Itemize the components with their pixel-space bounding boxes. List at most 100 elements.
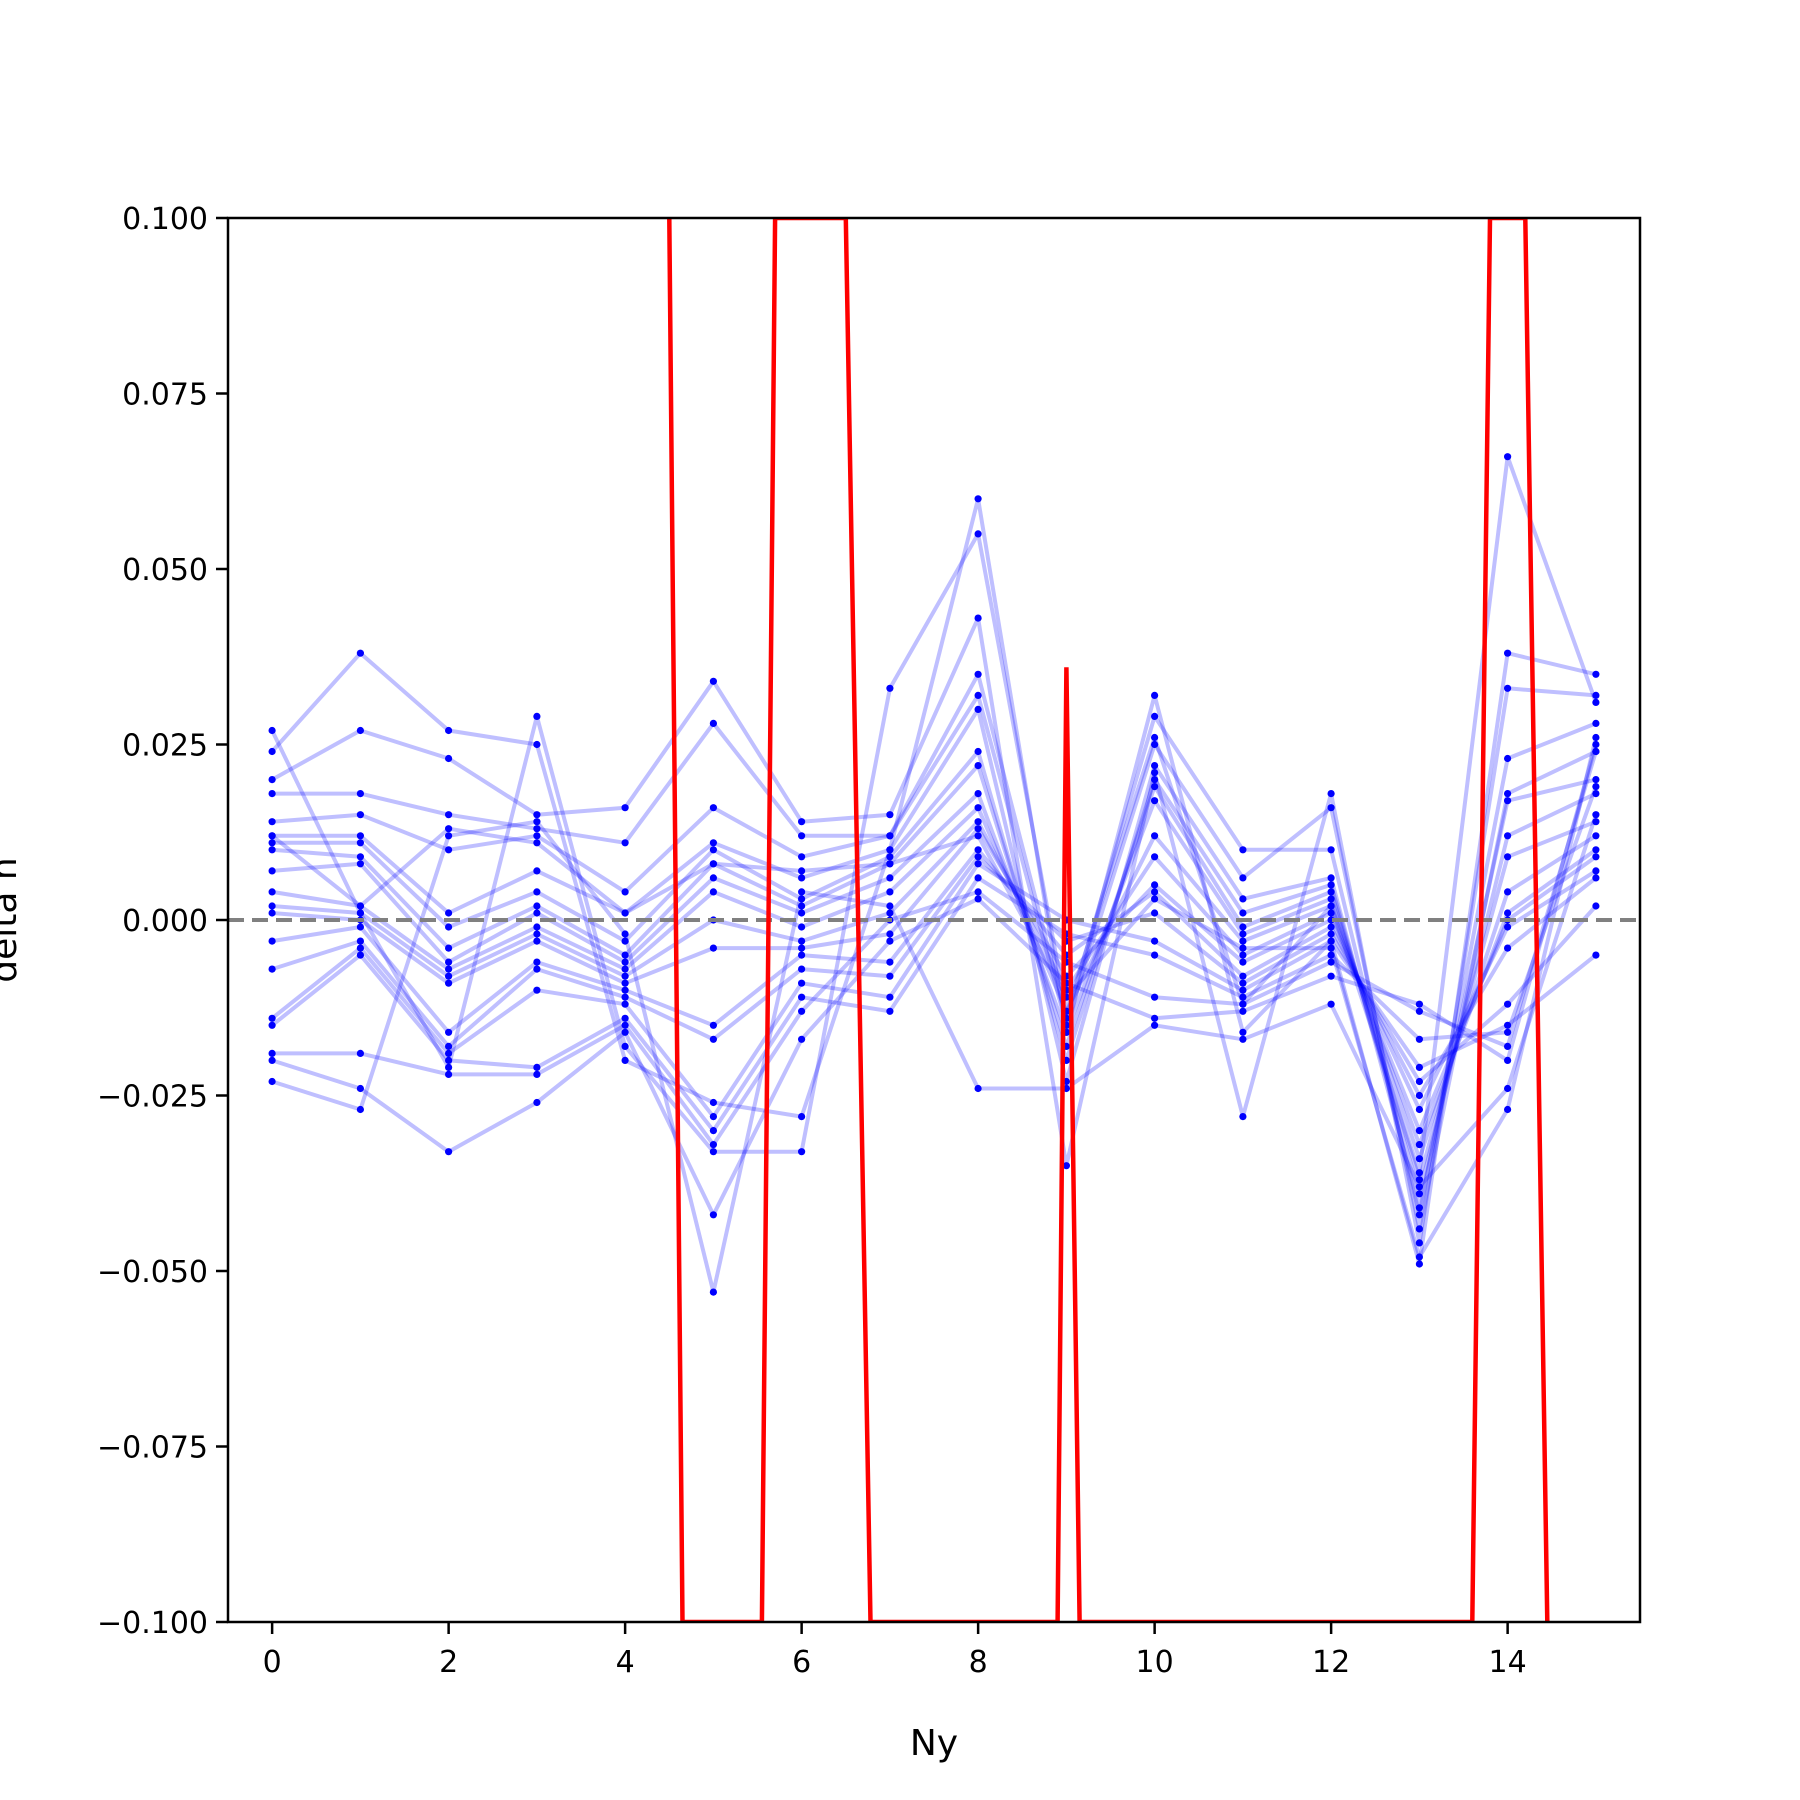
series-4-point (445, 811, 453, 819)
series-17-point (268, 1049, 276, 1057)
series-12-point (1415, 1105, 1423, 1114)
series-13-point (1592, 874, 1600, 882)
series-5-point (1239, 874, 1247, 882)
series-18-point (1327, 972, 1335, 980)
series-line-9 (271, 791, 1597, 1161)
series-19-point (1151, 1021, 1159, 1029)
series-9-point (886, 874, 894, 882)
series-16-point (1327, 951, 1335, 959)
series-15-point (1504, 1021, 1512, 1029)
series-17-point (974, 888, 982, 896)
series-13-point (268, 937, 276, 945)
series-13-point (445, 1028, 453, 1036)
x-tick-label: 0 (263, 1645, 282, 1680)
series-4-point (621, 839, 629, 847)
series-14-point (886, 972, 894, 980)
series-20-point (1592, 733, 1600, 742)
series-19-point (445, 832, 453, 840)
series-line-8 (271, 763, 1597, 1182)
series-1-point (445, 1063, 453, 1071)
series-7-point (356, 839, 364, 847)
series-15-point (356, 944, 364, 952)
series-13-point (1239, 972, 1247, 980)
series-14-point (974, 853, 982, 861)
series-17-point (445, 1070, 453, 1078)
series-8-point (356, 853, 364, 861)
series-15-point (533, 986, 541, 994)
y-tick-label: 0.000 (122, 904, 208, 939)
series-2-point (1592, 670, 1600, 678)
series-line-20 (270, 737, 1598, 1259)
series-14-point (1151, 909, 1159, 917)
series-20-point (1327, 944, 1335, 952)
series-9-point (974, 790, 982, 798)
series-10-point (1327, 902, 1335, 910)
series-line-6 (272, 707, 1597, 1210)
series-19-point (709, 1288, 718, 1296)
series-10-point (886, 888, 894, 896)
series-17-point (533, 1070, 541, 1078)
x-tick-label: 12 (1312, 1645, 1350, 1680)
series-7-point (533, 888, 541, 896)
series-2-point (533, 740, 541, 749)
series-3-point (798, 818, 806, 826)
series-7-point (1151, 776, 1159, 784)
series-3-point (1151, 769, 1159, 777)
series-line-5 (271, 693, 1597, 1231)
series-1-point (974, 530, 982, 538)
series-16-point (1504, 1028, 1512, 1036)
series-3-point (445, 754, 453, 763)
series-18-point (798, 1035, 806, 1043)
series-12-point (974, 825, 982, 833)
series-9-point (1504, 888, 1512, 896)
series-5-point (533, 832, 541, 840)
series-7-point (709, 846, 718, 854)
series-3-point (886, 811, 894, 819)
series-16-point (445, 1056, 453, 1064)
series-12-point (1504, 923, 1512, 931)
series-16-point (709, 1127, 718, 1135)
series-7-point (268, 839, 276, 847)
series-11-point (1592, 853, 1600, 861)
series-8-point (974, 762, 982, 770)
series-7-point (445, 923, 453, 931)
x-tick-label: 4 (616, 1645, 635, 1680)
series-8-point (798, 902, 806, 910)
series-20-point (1239, 944, 1247, 952)
series-4-point (1151, 712, 1159, 721)
series-14-point (1592, 902, 1600, 910)
series-18-point (886, 937, 894, 945)
series-8-point (1239, 923, 1247, 931)
y-tick-label: 0.075 (122, 378, 208, 413)
series-15-point (974, 860, 982, 868)
series-4-point (533, 825, 541, 833)
series-9-point (1415, 1155, 1423, 1163)
series-18-point (533, 1098, 541, 1107)
series-9-point (1151, 797, 1159, 805)
series-13-point (709, 1021, 718, 1029)
series-line-16 (270, 785, 1598, 1133)
series-4-point (1592, 719, 1600, 728)
series-13-point (533, 958, 541, 966)
series-7-point (621, 937, 629, 945)
series-18-point (1504, 1056, 1512, 1064)
series-11-point (533, 930, 541, 938)
series-20-point (974, 832, 982, 840)
series-15-point (268, 1014, 276, 1022)
series-15-point (1151, 937, 1159, 945)
series-17-point (1151, 993, 1159, 1001)
series-3-point (268, 776, 276, 784)
series-line-3 (271, 616, 1597, 1245)
series-line-14 (271, 854, 1598, 1084)
series-5-point (1504, 790, 1512, 798)
series-17-point (1239, 1000, 1247, 1008)
series-7-point (1592, 790, 1600, 798)
series-7-point (974, 747, 982, 756)
y-tick-label: 0.100 (122, 202, 208, 237)
series-14-point (1415, 1077, 1423, 1086)
series-4-point (268, 790, 276, 798)
series-9-point (533, 909, 541, 917)
series-8-point (1415, 1176, 1423, 1184)
series-6-point (974, 705, 982, 714)
